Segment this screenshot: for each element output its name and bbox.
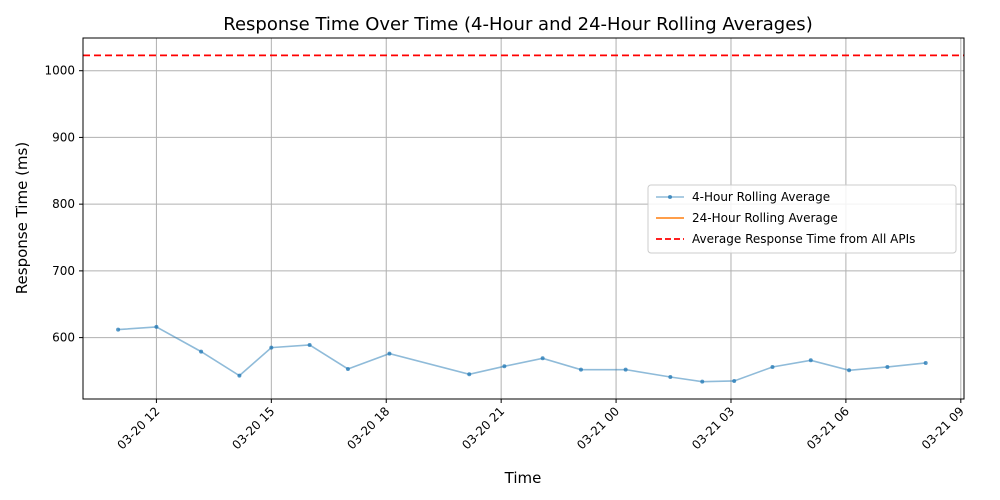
x-tick-label: 03-20 18 <box>344 404 392 452</box>
data-point <box>578 367 583 372</box>
x-tick-label: 03-20 21 <box>459 404 507 452</box>
data-point <box>732 378 737 383</box>
legend-label: 24-Hour Rolling Average <box>692 211 838 225</box>
data-point <box>345 366 350 371</box>
data-point <box>307 342 312 347</box>
y-tick-label: 700 <box>52 264 75 278</box>
y-tick-label: 1000 <box>44 64 75 78</box>
plot-area-frame <box>82 37 965 400</box>
x-axis-label: Time <box>504 469 542 487</box>
data-point <box>885 364 890 369</box>
legend-entries: 4-Hour Rolling Average 24-Hour Rolling Av… <box>656 190 915 246</box>
data-point <box>467 372 472 377</box>
x-tick-label: 03-20 15 <box>229 404 277 452</box>
y-tick-label: 800 <box>52 197 75 211</box>
chart-title: Response Time Over Time (4-Hour and 24-H… <box>223 14 812 35</box>
legend-box <box>647 184 957 254</box>
x-tick-label: 03-21 06 <box>804 404 852 452</box>
data-point <box>770 364 775 369</box>
data-point <box>237 373 242 378</box>
series-line-4h <box>118 326 926 383</box>
x-tick-label: 03-21 09 <box>919 404 967 452</box>
y-axis-label: Response Time (ms) <box>13 142 31 294</box>
data-point <box>668 374 673 379</box>
data-point <box>387 351 392 356</box>
legend: 4-Hour Rolling Average 24-Hour Rolling Av… <box>647 184 957 254</box>
data-point <box>808 358 813 363</box>
legend-label: Average Response Time from All APIs <box>692 232 915 246</box>
data-point <box>502 364 507 369</box>
y-tick-label: 900 <box>52 130 75 144</box>
y-tick-label: 600 <box>52 331 75 345</box>
data-point <box>923 360 928 365</box>
x-tick-label: 03-21 03 <box>689 404 737 452</box>
x-tick-label: 03-21 00 <box>574 404 622 452</box>
data-point <box>540 356 545 361</box>
data-point <box>199 349 204 354</box>
legend-marker-4h <box>668 195 672 199</box>
data-layer <box>83 54 964 384</box>
data-point <box>623 367 628 372</box>
data-point <box>269 345 274 350</box>
y-axis-ticks: 600 700 800 900 1000 <box>44 64 83 345</box>
data-point <box>154 324 159 329</box>
data-point <box>847 368 852 373</box>
x-axis-ticks: 03-20 12 03-20 15 03-20 18 03-20 21 03-21 00… <box>114 399 967 452</box>
data-point <box>116 327 121 332</box>
data-point <box>700 379 705 384</box>
legend-label: 4-Hour Rolling Average <box>692 190 830 204</box>
x-tick-label: 03-20 12 <box>114 404 162 452</box>
